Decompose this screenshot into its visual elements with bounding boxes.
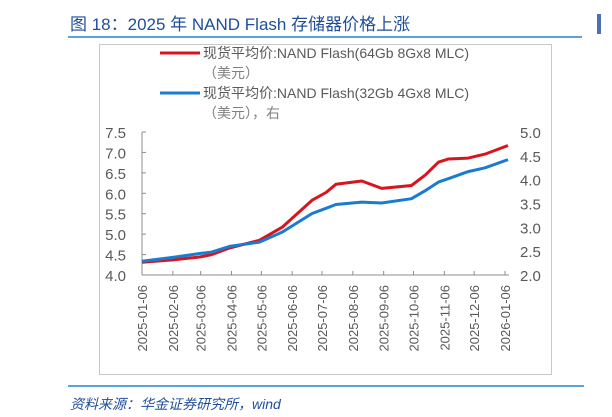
series-line-1 xyxy=(141,144,509,264)
x-tick-label: 2025-11-06 xyxy=(437,285,452,351)
legend-unit-1: （美元） xyxy=(203,65,259,81)
legend-label-1: 现货平均价:NAND Flash(64Gb 8Gx8 MLC) xyxy=(203,45,469,61)
x-tick-label: 2025-08-06 xyxy=(346,285,361,352)
right-tick-label: 2.0 xyxy=(520,268,541,285)
x-tick-label: 2026-01-06 xyxy=(498,285,513,352)
left-tick-label: 4.0 xyxy=(105,268,126,285)
x-tick-label: 2025-06-06 xyxy=(285,285,300,352)
x-tick-label: 2025-05-06 xyxy=(254,285,269,352)
x-tick-label: 2025-01-06 xyxy=(135,285,150,352)
left-tick-label: 7.5 xyxy=(105,125,126,142)
left-tick-label: 7.0 xyxy=(105,145,126,162)
right-tick-label: 2.5 xyxy=(520,244,541,261)
left-tick-label: 6.5 xyxy=(105,166,126,183)
source-note: 资料来源：华金证券研究所，wind xyxy=(70,396,281,412)
x-tick-label: 2025-02-06 xyxy=(166,285,181,352)
right-tick-label: 3.0 xyxy=(520,220,541,237)
x-tick-label: 2025-10-06 xyxy=(407,285,422,352)
chart-frame xyxy=(99,44,552,375)
x-tick-label: 2025-12-06 xyxy=(467,285,482,352)
legend-label-2: 现货平均价:NAND Flash(32Gb 4Gx8 MLC) xyxy=(203,85,469,101)
series-line-2 xyxy=(141,158,509,263)
right-tick-label: 3.5 xyxy=(520,197,541,214)
left-tick-label: 4.5 xyxy=(105,248,126,265)
title-divider xyxy=(68,36,582,38)
x-tick-label: 2025-04-06 xyxy=(225,285,240,352)
source-divider xyxy=(68,385,584,387)
right-tick-label: 4.5 xyxy=(520,149,541,166)
x-tick-label: 2025-03-06 xyxy=(194,285,209,352)
left-tick-label: 6.0 xyxy=(105,186,126,203)
adjacent-figure-edge xyxy=(597,14,601,34)
figure-title: 图 18：2025 年 NAND Flash 存储器价格上涨 xyxy=(70,15,411,34)
x-tick-label: 2025-09-06 xyxy=(377,285,392,352)
right-tick-label: 4.0 xyxy=(520,173,541,190)
x-tick-label: 2025-07-06 xyxy=(315,285,330,352)
left-tick-label: 5.0 xyxy=(105,227,126,244)
left-tick-label: 5.5 xyxy=(105,207,126,224)
right-tick-label: 5.0 xyxy=(520,125,541,142)
legend-unit-2: （美元），右 xyxy=(203,105,280,121)
